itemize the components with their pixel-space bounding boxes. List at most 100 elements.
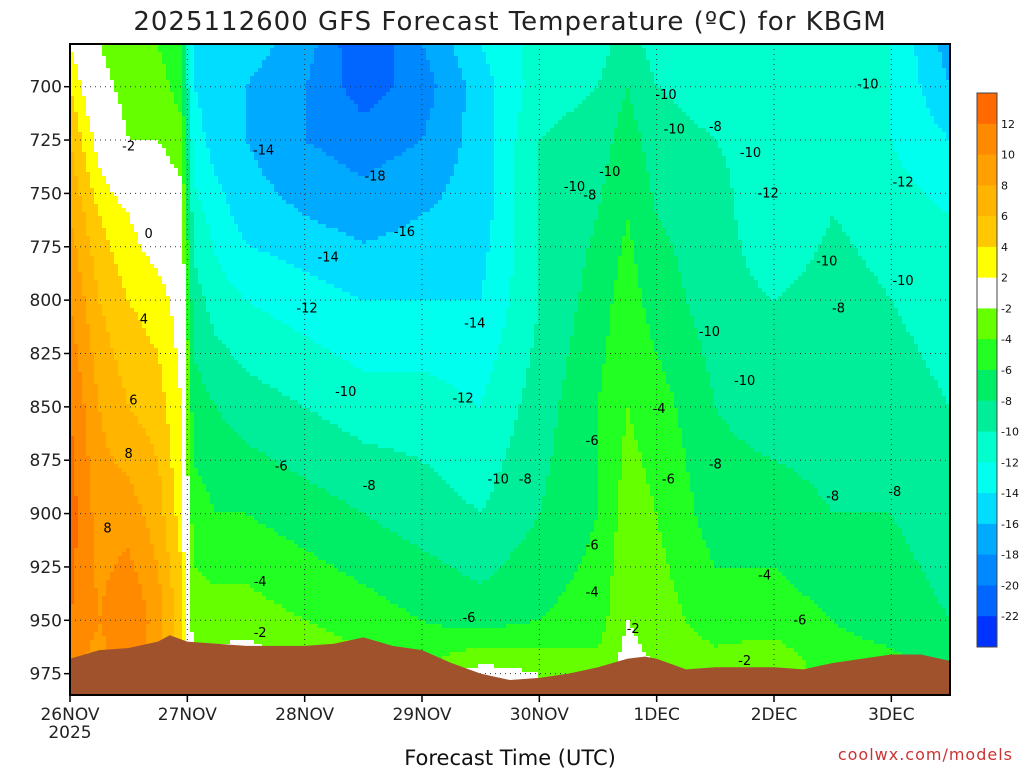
field-cell (110, 92, 115, 97)
field-cell (74, 548, 79, 553)
field-cell (90, 104, 95, 109)
field-cell (98, 312, 103, 317)
field-cell (90, 632, 95, 637)
field-cell (90, 232, 95, 237)
field-cell (98, 628, 103, 633)
field-cell (102, 556, 107, 561)
field-cell (86, 228, 91, 233)
field-cell (94, 464, 99, 469)
field-cell (82, 608, 87, 613)
field-cell (86, 496, 91, 501)
field-cell (90, 480, 95, 485)
field-cell (90, 100, 95, 105)
field-cell (102, 608, 107, 613)
field-cell (94, 124, 99, 129)
field-cell (102, 260, 107, 265)
field-cell (94, 92, 99, 97)
field-cell (110, 56, 115, 61)
field-cell (74, 240, 79, 245)
field-cell (98, 436, 103, 441)
field-cell (110, 212, 115, 217)
field-cell (74, 604, 79, 609)
field-cell (110, 52, 115, 57)
field-cell (74, 252, 79, 257)
field-cell (86, 116, 91, 121)
field-cell (86, 184, 91, 189)
field-cell (86, 564, 91, 569)
field-cell (94, 404, 99, 409)
field-cell (106, 544, 111, 549)
field-cell (86, 188, 91, 193)
field-cell (106, 408, 111, 413)
field-cell (102, 488, 107, 493)
field-cell (74, 484, 79, 489)
field-cell (82, 420, 87, 425)
field-cell (90, 500, 95, 505)
field-cell (98, 92, 103, 97)
field-cell (98, 80, 103, 85)
field-cell (86, 300, 91, 305)
field-cell (94, 616, 99, 621)
field-cell (98, 132, 103, 137)
field-cell (102, 468, 107, 473)
field-cell (94, 64, 99, 69)
field-cell (106, 356, 111, 361)
field-cell (86, 124, 91, 129)
field-cell (102, 124, 107, 129)
field-cell (98, 216, 103, 221)
field-cell (94, 372, 99, 377)
field-cell (90, 584, 95, 589)
field-cell (86, 552, 91, 557)
field-cell (102, 196, 107, 201)
field-cell (82, 60, 87, 65)
field-cell (78, 512, 83, 517)
field-cell (74, 628, 79, 633)
field-cell (110, 156, 115, 161)
field-cell (106, 220, 111, 225)
field-cell (98, 368, 103, 373)
field-cell (106, 636, 111, 641)
field-cell (106, 460, 111, 465)
field-cell (102, 552, 107, 557)
field-cell (94, 292, 99, 297)
field-cell (98, 324, 103, 329)
field-cell (74, 332, 79, 337)
field-cell (78, 232, 83, 237)
field-cell (82, 448, 87, 453)
field-cell (82, 252, 87, 257)
field-cell (74, 624, 79, 629)
field-cell (98, 556, 103, 561)
field-cell (82, 332, 87, 337)
field-cell (74, 268, 79, 273)
field-cell (94, 160, 99, 165)
field-cell (106, 196, 111, 201)
field-cell (94, 52, 99, 57)
field-cell (94, 460, 99, 465)
field-cell (74, 64, 79, 69)
field-cell (82, 148, 87, 153)
field-cell (110, 96, 115, 101)
field-cell (102, 48, 107, 53)
field-cell (102, 628, 107, 633)
field-cell (106, 236, 111, 241)
field-cell (78, 640, 83, 645)
field-cell (106, 200, 111, 205)
field-cell (86, 180, 91, 185)
field-cell (106, 608, 111, 613)
field-cell (74, 388, 79, 393)
field-cell (106, 468, 111, 473)
field-cell (106, 296, 111, 301)
field-cell (94, 644, 99, 649)
field-cell (98, 580, 103, 585)
field-cell (106, 420, 111, 425)
field-cell (82, 416, 87, 421)
field-cell (90, 432, 95, 437)
field-cell (74, 428, 79, 433)
field-cell (86, 268, 91, 273)
field-cell (102, 212, 107, 217)
field-cell (82, 100, 87, 105)
field-cell (82, 108, 87, 113)
field-cell (74, 320, 79, 325)
field-cell (86, 624, 91, 629)
field-cell (94, 556, 99, 561)
